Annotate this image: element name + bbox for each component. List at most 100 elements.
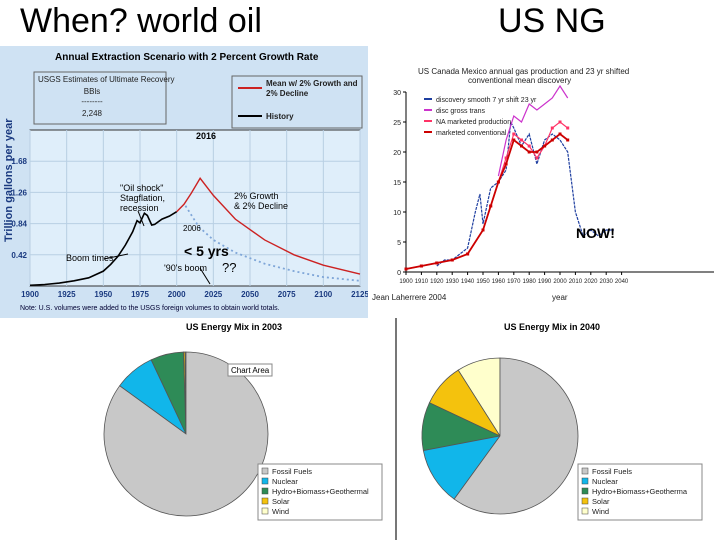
ng-marker xyxy=(520,138,523,142)
legend-history-label: History xyxy=(266,112,294,121)
oil-x-tick-label: 2000 xyxy=(168,290,186,299)
ng-y-tick-label: 15 xyxy=(393,180,401,187)
ng-marker xyxy=(527,150,531,154)
oil-y-tick-label: 0.84 xyxy=(11,220,27,229)
ng-marker xyxy=(419,264,423,268)
pie-2003-legend-label: Solar xyxy=(272,497,290,506)
lt-5-yrs-label: < 5 yrs xyxy=(184,243,229,259)
oil-shock-label-2: Stagflation, xyxy=(120,193,165,203)
oil-extraction-chart: Annual Extraction Scenario with 2 Percen… xyxy=(0,46,369,318)
oil-y-axis-label: Trillion gallons per year xyxy=(3,118,15,242)
ng-x-tick-label: 1900 xyxy=(399,279,413,285)
oil-history-line xyxy=(29,211,178,287)
ng-x-tick-label: 1930 xyxy=(446,279,460,285)
now-label: NOW! xyxy=(576,225,615,241)
oil-x-tick-label: 2100 xyxy=(314,290,332,299)
oil-legend xyxy=(231,75,363,129)
ng-x-tick-label: 1980 xyxy=(523,279,537,285)
pie-2003-legend-swatch xyxy=(261,477,269,485)
oil-x-tick-label: 2075 xyxy=(278,290,296,299)
oil-x-tick-label: 2050 xyxy=(241,290,259,299)
pie-2003-legend-label: Nuclear xyxy=(272,477,298,486)
ng-legend-label: marketed conventional xyxy=(436,130,507,137)
usgs-value: 2,248 xyxy=(82,109,103,118)
ng-marker xyxy=(520,144,523,148)
pie-2003-legend-swatch xyxy=(261,507,269,515)
pie-2003-legend-label: Wind xyxy=(272,507,289,516)
pie-2040-title: US Energy Mix in 2040 xyxy=(504,322,600,332)
oil-y-tick-label: 1.68 xyxy=(11,157,27,166)
ng-marker xyxy=(489,204,493,208)
ng-legend: discovery smooth 7 yr shift 23 yr disc gr… xyxy=(424,97,537,137)
ng-x-tick-label: 1940 xyxy=(461,279,475,285)
ng-x-tick-label: 2040 xyxy=(615,279,629,285)
ng-legend-label: NA marketed production xyxy=(436,119,511,126)
usgs-box xyxy=(33,71,167,125)
chart-area-tooltip xyxy=(227,363,273,377)
growth-label-2: & 2% Decline xyxy=(234,201,288,211)
oil-series-group xyxy=(29,177,361,287)
slide-title-right: US NG xyxy=(498,2,606,40)
usgs-units: BBls xyxy=(84,87,100,96)
ng-x-tick-label: 1970 xyxy=(507,279,521,285)
ng-marker xyxy=(535,156,539,160)
oil-chart-svg: Annual Extraction Scenario with 2 Percen… xyxy=(0,46,369,318)
ng-marker xyxy=(481,228,485,232)
usgs-label: USGS Estimates of Ultimate Recovery xyxy=(38,75,174,84)
ng-legend-label: disc gross trans xyxy=(436,108,486,115)
ng-x-tick-label: 1910 xyxy=(415,279,429,285)
question-marks: ?? xyxy=(222,260,236,275)
pie-2040-legend: Fossil FuelsNuclearHydro+Biomass+Geother… xyxy=(577,463,703,521)
oil-chart-note: Note: U.S. volumes were added to the USG… xyxy=(20,305,280,312)
ng-x-tick-label: 1990 xyxy=(538,279,552,285)
ng-marker xyxy=(535,150,539,154)
oil-shock-arrow xyxy=(137,210,145,227)
ng-marker xyxy=(527,144,531,148)
ng-marker xyxy=(450,258,454,262)
ng-x-tick-label: 1950 xyxy=(476,279,490,285)
label-2006: 2006 xyxy=(183,224,201,233)
oil-y-tick-label: 0.42 xyxy=(11,251,27,260)
vertical-divider xyxy=(395,318,397,540)
ng-marker xyxy=(543,144,547,148)
ng-chart-title-2: conventional mean discovery xyxy=(468,76,571,85)
oil-x-tick-label: 2025 xyxy=(204,290,222,299)
pie-2040-legend-swatch xyxy=(581,467,589,475)
oil-x-tick-label: 2125 xyxy=(351,290,368,299)
ng-marker xyxy=(566,126,570,130)
pie-2040-slices xyxy=(421,357,579,515)
legend-mean-label-1: Mean w/ 2% Growth and xyxy=(266,79,358,88)
usgs-separator: -------- xyxy=(81,97,103,106)
pie-2003-legend-swatch xyxy=(261,497,269,505)
oil-shock-label-1: "Oil shock" xyxy=(120,183,163,193)
oil-shock-label-3: recession xyxy=(120,203,159,213)
pie-2040-legend-swatch xyxy=(581,487,589,495)
pie-2040-legend-label: Wind xyxy=(592,507,609,516)
energy-mix-2040-chart: US Energy Mix in 2040 Fossil Fuels Nuclea… xyxy=(400,318,720,540)
oil-ticks: 1900 1925 1950 1975 2000 2025 2050 2075 2100 2125… xyxy=(11,157,369,299)
ng-legend-label: discovery smooth 7 yr shift 23 yr xyxy=(436,97,537,104)
ng-production-chart: US Canada Mexico annual gas production a… xyxy=(368,56,720,314)
ng-y-tick-label: 30 xyxy=(393,90,401,97)
oil-plot-area xyxy=(29,129,361,287)
pie-2040-legend-box xyxy=(577,463,703,521)
oil-decline-dotted-line xyxy=(184,205,361,282)
ng-marker xyxy=(504,156,508,160)
ng-marker xyxy=(512,138,516,142)
ng-x-tick-label: 2030 xyxy=(600,279,614,285)
ng-y-tick-label: 5 xyxy=(397,240,401,247)
ng-y-tick-label: 10 xyxy=(393,210,401,217)
pie-2040-legend-label: Hydro+Biomass+Geotherma xyxy=(592,487,688,496)
legend-mean-label-2: 2% Decline xyxy=(266,89,309,98)
peak-2016-label: 2016 xyxy=(196,131,216,141)
oil-x-tick-label: 1900 xyxy=(21,290,39,299)
oil-chart-title: Annual Extraction Scenario with 2 Percen… xyxy=(55,52,319,63)
oil-x-tick-label: 1925 xyxy=(58,290,76,299)
ng-marker xyxy=(466,252,470,256)
ng-y-tick-label: 20 xyxy=(393,150,401,157)
oil-mean-line xyxy=(176,177,361,275)
ng-marker xyxy=(512,132,516,136)
ng-axes: 0 5 10 15 20 25 30 1900 1910 1920 1930 1940 1950 1960… xyxy=(393,90,714,285)
ng-series-group xyxy=(404,84,614,271)
pie-2040-legend-label: Fossil Fuels xyxy=(592,467,632,476)
